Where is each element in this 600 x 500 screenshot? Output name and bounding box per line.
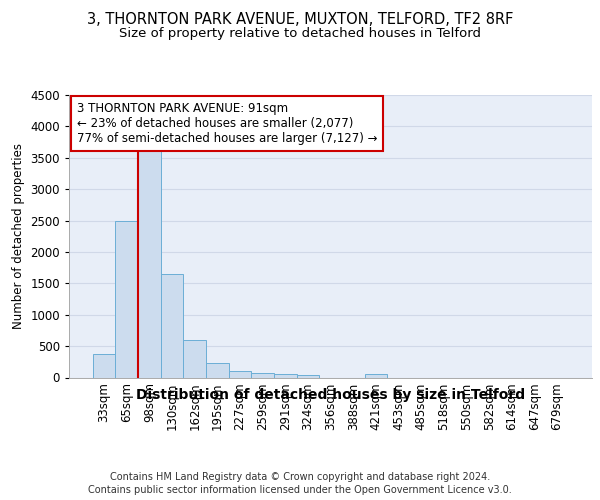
Bar — [184, 340, 206, 378]
Bar — [274, 374, 296, 378]
Bar — [115, 220, 138, 378]
Bar — [229, 370, 251, 378]
Y-axis label: Number of detached properties: Number of detached properties — [12, 143, 25, 329]
Bar — [296, 375, 319, 378]
Bar — [365, 374, 387, 378]
Text: Contains public sector information licensed under the Open Government Licence v3: Contains public sector information licen… — [88, 485, 512, 495]
Text: 3 THORNTON PARK AVENUE: 91sqm
← 23% of detached houses are smaller (2,077)
77% o: 3 THORNTON PARK AVENUE: 91sqm ← 23% of d… — [77, 102, 377, 145]
Text: Contains HM Land Registry data © Crown copyright and database right 2024.: Contains HM Land Registry data © Crown c… — [110, 472, 490, 482]
Text: Distribution of detached houses by size in Telford: Distribution of detached houses by size … — [136, 388, 525, 402]
Text: 3, THORNTON PARK AVENUE, MUXTON, TELFORD, TF2 8RF: 3, THORNTON PARK AVENUE, MUXTON, TELFORD… — [87, 12, 513, 28]
Bar — [251, 373, 274, 378]
Bar — [206, 363, 229, 378]
Bar — [161, 274, 184, 378]
Bar — [138, 142, 161, 378]
Bar — [93, 354, 115, 378]
Text: Size of property relative to detached houses in Telford: Size of property relative to detached ho… — [119, 28, 481, 40]
